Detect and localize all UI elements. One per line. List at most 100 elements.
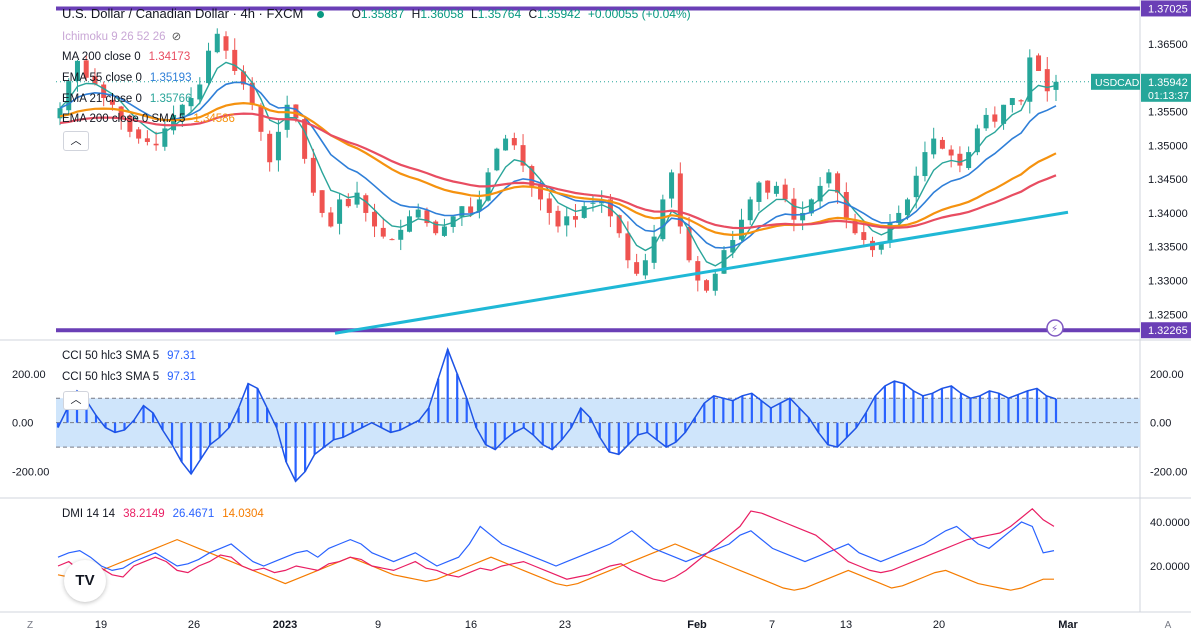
candle-body xyxy=(966,152,972,169)
legend-ichimoku[interactable]: Ichimoku 9 26 52 26 ⊘ xyxy=(62,29,181,43)
cci-legend-2-label: CCI 50 hlc3 SMA 5 xyxy=(62,371,160,383)
candle-body xyxy=(275,131,281,161)
cci-legend-2[interactable]: CCI 50 hlc3 SMA 5 97.31 xyxy=(62,371,196,383)
symbol-badge-label: USDCAD xyxy=(1095,77,1140,89)
collapse-cci-button[interactable]: ︿ xyxy=(63,391,89,410)
price-tick-label: 1.35500 xyxy=(1148,107,1188,119)
candle-body xyxy=(363,195,369,213)
time-tick-label: 9 xyxy=(375,619,381,631)
last-price-label: 1.35942 xyxy=(1148,77,1188,89)
candle-body xyxy=(503,138,509,151)
candle-body xyxy=(677,173,683,227)
time-tick-label: 26 xyxy=(188,619,200,631)
alert-lightning-icon xyxy=(1046,319,1064,337)
candle-body xyxy=(520,145,526,166)
time-tick-label: 19 xyxy=(95,619,107,631)
candle-body xyxy=(240,71,246,85)
legend-ema55[interactable]: EMA 55 close 0 1.35193 xyxy=(62,72,191,84)
tradingview-logo[interactable]: TV xyxy=(64,560,106,602)
candle-body xyxy=(476,199,482,211)
legend-ema200[interactable]: EMA 200 close 0 SMA 5 1.34586 xyxy=(62,113,235,125)
legend-ema200-value: 1.34586 xyxy=(193,113,235,125)
candle-body xyxy=(258,106,264,132)
candle-body xyxy=(57,108,63,119)
price-tick-label: 1.33500 xyxy=(1148,242,1188,254)
time-tick-label: 23 xyxy=(559,619,571,631)
ema200-line xyxy=(59,101,1057,237)
support-price-badge xyxy=(1141,322,1191,339)
candle-body xyxy=(337,199,343,224)
candle-body xyxy=(188,98,194,107)
candle-body xyxy=(756,182,762,202)
candle-body xyxy=(136,129,142,139)
support-price-label: 1.32265 xyxy=(1148,325,1188,337)
cci-legend-1-value: 97.31 xyxy=(167,350,196,362)
legend-ma200[interactable]: MA 200 close 0 1.34173 xyxy=(62,51,190,63)
candle-body xyxy=(372,211,378,227)
candle-body xyxy=(127,115,133,132)
candle-body xyxy=(625,233,631,261)
candle-body xyxy=(782,184,788,200)
dmi-legend[interactable]: DMI 14 14 38.2149 26.4671 14.0304 xyxy=(62,508,264,520)
legend-ichimoku-label: Ichimoku 9 26 52 26 xyxy=(62,31,166,43)
candle-body xyxy=(808,199,814,214)
alert-lightning-glyph: ⚡ xyxy=(1051,324,1058,335)
countdown-label: 01:13:37 xyxy=(1148,90,1189,102)
candle-body xyxy=(101,84,107,99)
high-value: 1.36058 xyxy=(420,7,464,21)
candle-body xyxy=(153,143,159,146)
candle-body xyxy=(1036,55,1042,71)
candle-body xyxy=(302,119,308,159)
legend-ema21-label: EMA 21 close 0 xyxy=(62,93,142,105)
candle-body xyxy=(581,206,587,218)
resistance-price-badge xyxy=(1141,0,1191,17)
cci-right-tick: 0.00 xyxy=(1150,418,1171,430)
dmi-right-tick: 20.0000 xyxy=(1150,561,1190,573)
candle-body xyxy=(712,273,718,291)
collapse-legend-button[interactable]: ︿ xyxy=(63,131,89,151)
legend-ema21[interactable]: EMA 21 close 0 1.35766 xyxy=(62,93,191,105)
legend-ema55-label: EMA 55 close 0 xyxy=(62,72,142,84)
candle-body xyxy=(109,99,115,105)
price-tick-label: 1.32500 xyxy=(1148,309,1188,321)
candle-body xyxy=(538,185,544,200)
candle-body xyxy=(92,76,98,85)
legend-ema200-label: EMA 200 close 0 SMA 5 xyxy=(62,113,186,125)
cci-legend-2-value: 97.31 xyxy=(167,371,196,383)
candle-body xyxy=(345,198,351,207)
candle-body xyxy=(704,280,710,291)
time-tick-label: 13 xyxy=(840,619,852,631)
ma200-line xyxy=(59,112,1057,230)
cci-legend-1[interactable]: CCI 50 hlc3 SMA 5 97.31 xyxy=(62,350,196,362)
candle-body xyxy=(1027,57,1033,102)
dmi-minus-value: 26.4671 xyxy=(172,508,215,520)
time-tick-label: 16 xyxy=(465,619,477,631)
cci-right-tick: 200.00 xyxy=(1150,369,1184,381)
eye-off-icon[interactable]: ⊘ xyxy=(171,31,182,43)
cci-left-tick: -200.00 xyxy=(12,467,49,479)
candle-body xyxy=(144,138,150,142)
open-value: 1.35887 xyxy=(360,7,405,21)
candle-body xyxy=(791,198,797,220)
candle-body xyxy=(468,206,474,213)
chart-header: U.S. Dollar / Canadian Dollar · 4h · FXC… xyxy=(62,6,691,21)
candle-body xyxy=(904,199,910,216)
symbol-title[interactable]: U.S. Dollar / Canadian Dollar · 4h · FXC… xyxy=(62,6,304,21)
time-tick-label: 7 xyxy=(769,619,775,631)
candle-body xyxy=(835,173,841,193)
candle-body xyxy=(74,60,80,82)
candle-body xyxy=(293,104,299,119)
candle-body xyxy=(380,227,386,237)
auto-scale-icon: A xyxy=(1165,620,1172,631)
candle-body xyxy=(913,175,919,198)
candle-body xyxy=(660,199,666,240)
symbol-badge xyxy=(1091,73,1140,90)
candle-body xyxy=(826,172,832,184)
price-tick-label: 1.34500 xyxy=(1148,174,1188,186)
candle-body xyxy=(1018,100,1024,102)
candle-body xyxy=(389,239,395,241)
candle-body xyxy=(546,198,552,213)
candle-body xyxy=(669,172,675,199)
